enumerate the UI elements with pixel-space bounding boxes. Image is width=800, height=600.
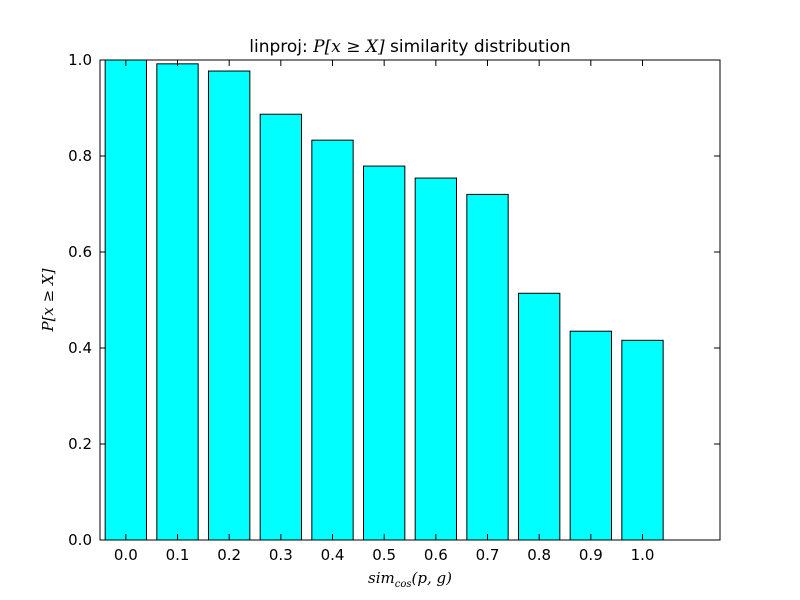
bar-0.1: [156, 63, 199, 541]
y-tick-label: 0.4: [68, 339, 92, 357]
bar-0.2: [208, 70, 251, 541]
chart-title-math: P[x ≥ X]: [312, 37, 385, 57]
bar-0.4: [311, 139, 354, 541]
y-tick-label: 0.0: [68, 531, 92, 549]
bar-0.9: [569, 330, 613, 541]
y-axis-label: P[x ≥ X]: [39, 268, 57, 332]
bar-series: [104, 59, 664, 541]
bar-0.8: [518, 292, 561, 541]
bar-0.0: [104, 59, 147, 541]
x-axis-ticks: 0.0 0.1 0.2 0.3 0.4 0.5 0.6 0.7 0.8 0.9 1.0: [114, 60, 655, 564]
chart-title-prefix: linproj:: [249, 37, 313, 57]
x-axis-label-args: (p, g): [412, 569, 453, 587]
y-tick-label: 0.2: [68, 435, 92, 453]
chart-title-suffix: similarity distribution: [385, 37, 571, 57]
x-tick-label: 0.9: [579, 546, 603, 564]
bar-1.0: [621, 339, 664, 541]
plot-area-frame: [99, 59, 721, 541]
y-tick-label: 0.8: [68, 147, 92, 165]
x-axis-label-main: sim: [368, 569, 395, 587]
bar-0.5: [363, 165, 406, 541]
bar-0.3: [259, 113, 302, 541]
x-tick-label: 0.8: [527, 546, 551, 564]
y-tick-label: 0.6: [68, 243, 92, 261]
x-tick-label: 0.4: [321, 546, 345, 564]
x-axis-label: simcos(p, g): [368, 569, 452, 590]
bar-0.7: [466, 193, 509, 541]
x-tick-label: 0.5: [372, 546, 396, 564]
y-axis-ticks: 0.0 0.2 0.4 0.6 0.8 1.0: [68, 51, 720, 549]
x-tick-label: 0.7: [476, 546, 500, 564]
chart-title: linproj: P[x ≥ X] similarity distributio…: [249, 37, 570, 57]
x-tick-label: 0.6: [424, 546, 448, 564]
x-axis-label-sub: cos: [395, 579, 412, 590]
x-tick-label: 0.1: [166, 546, 190, 564]
y-tick-label: 1.0: [68, 51, 92, 69]
x-tick-label: 1.0: [631, 546, 655, 564]
x-tick-label: 0.0: [114, 546, 138, 564]
x-tick-label: 0.3: [269, 546, 293, 564]
bar-0.6: [414, 177, 457, 541]
x-tick-label: 0.2: [217, 546, 241, 564]
